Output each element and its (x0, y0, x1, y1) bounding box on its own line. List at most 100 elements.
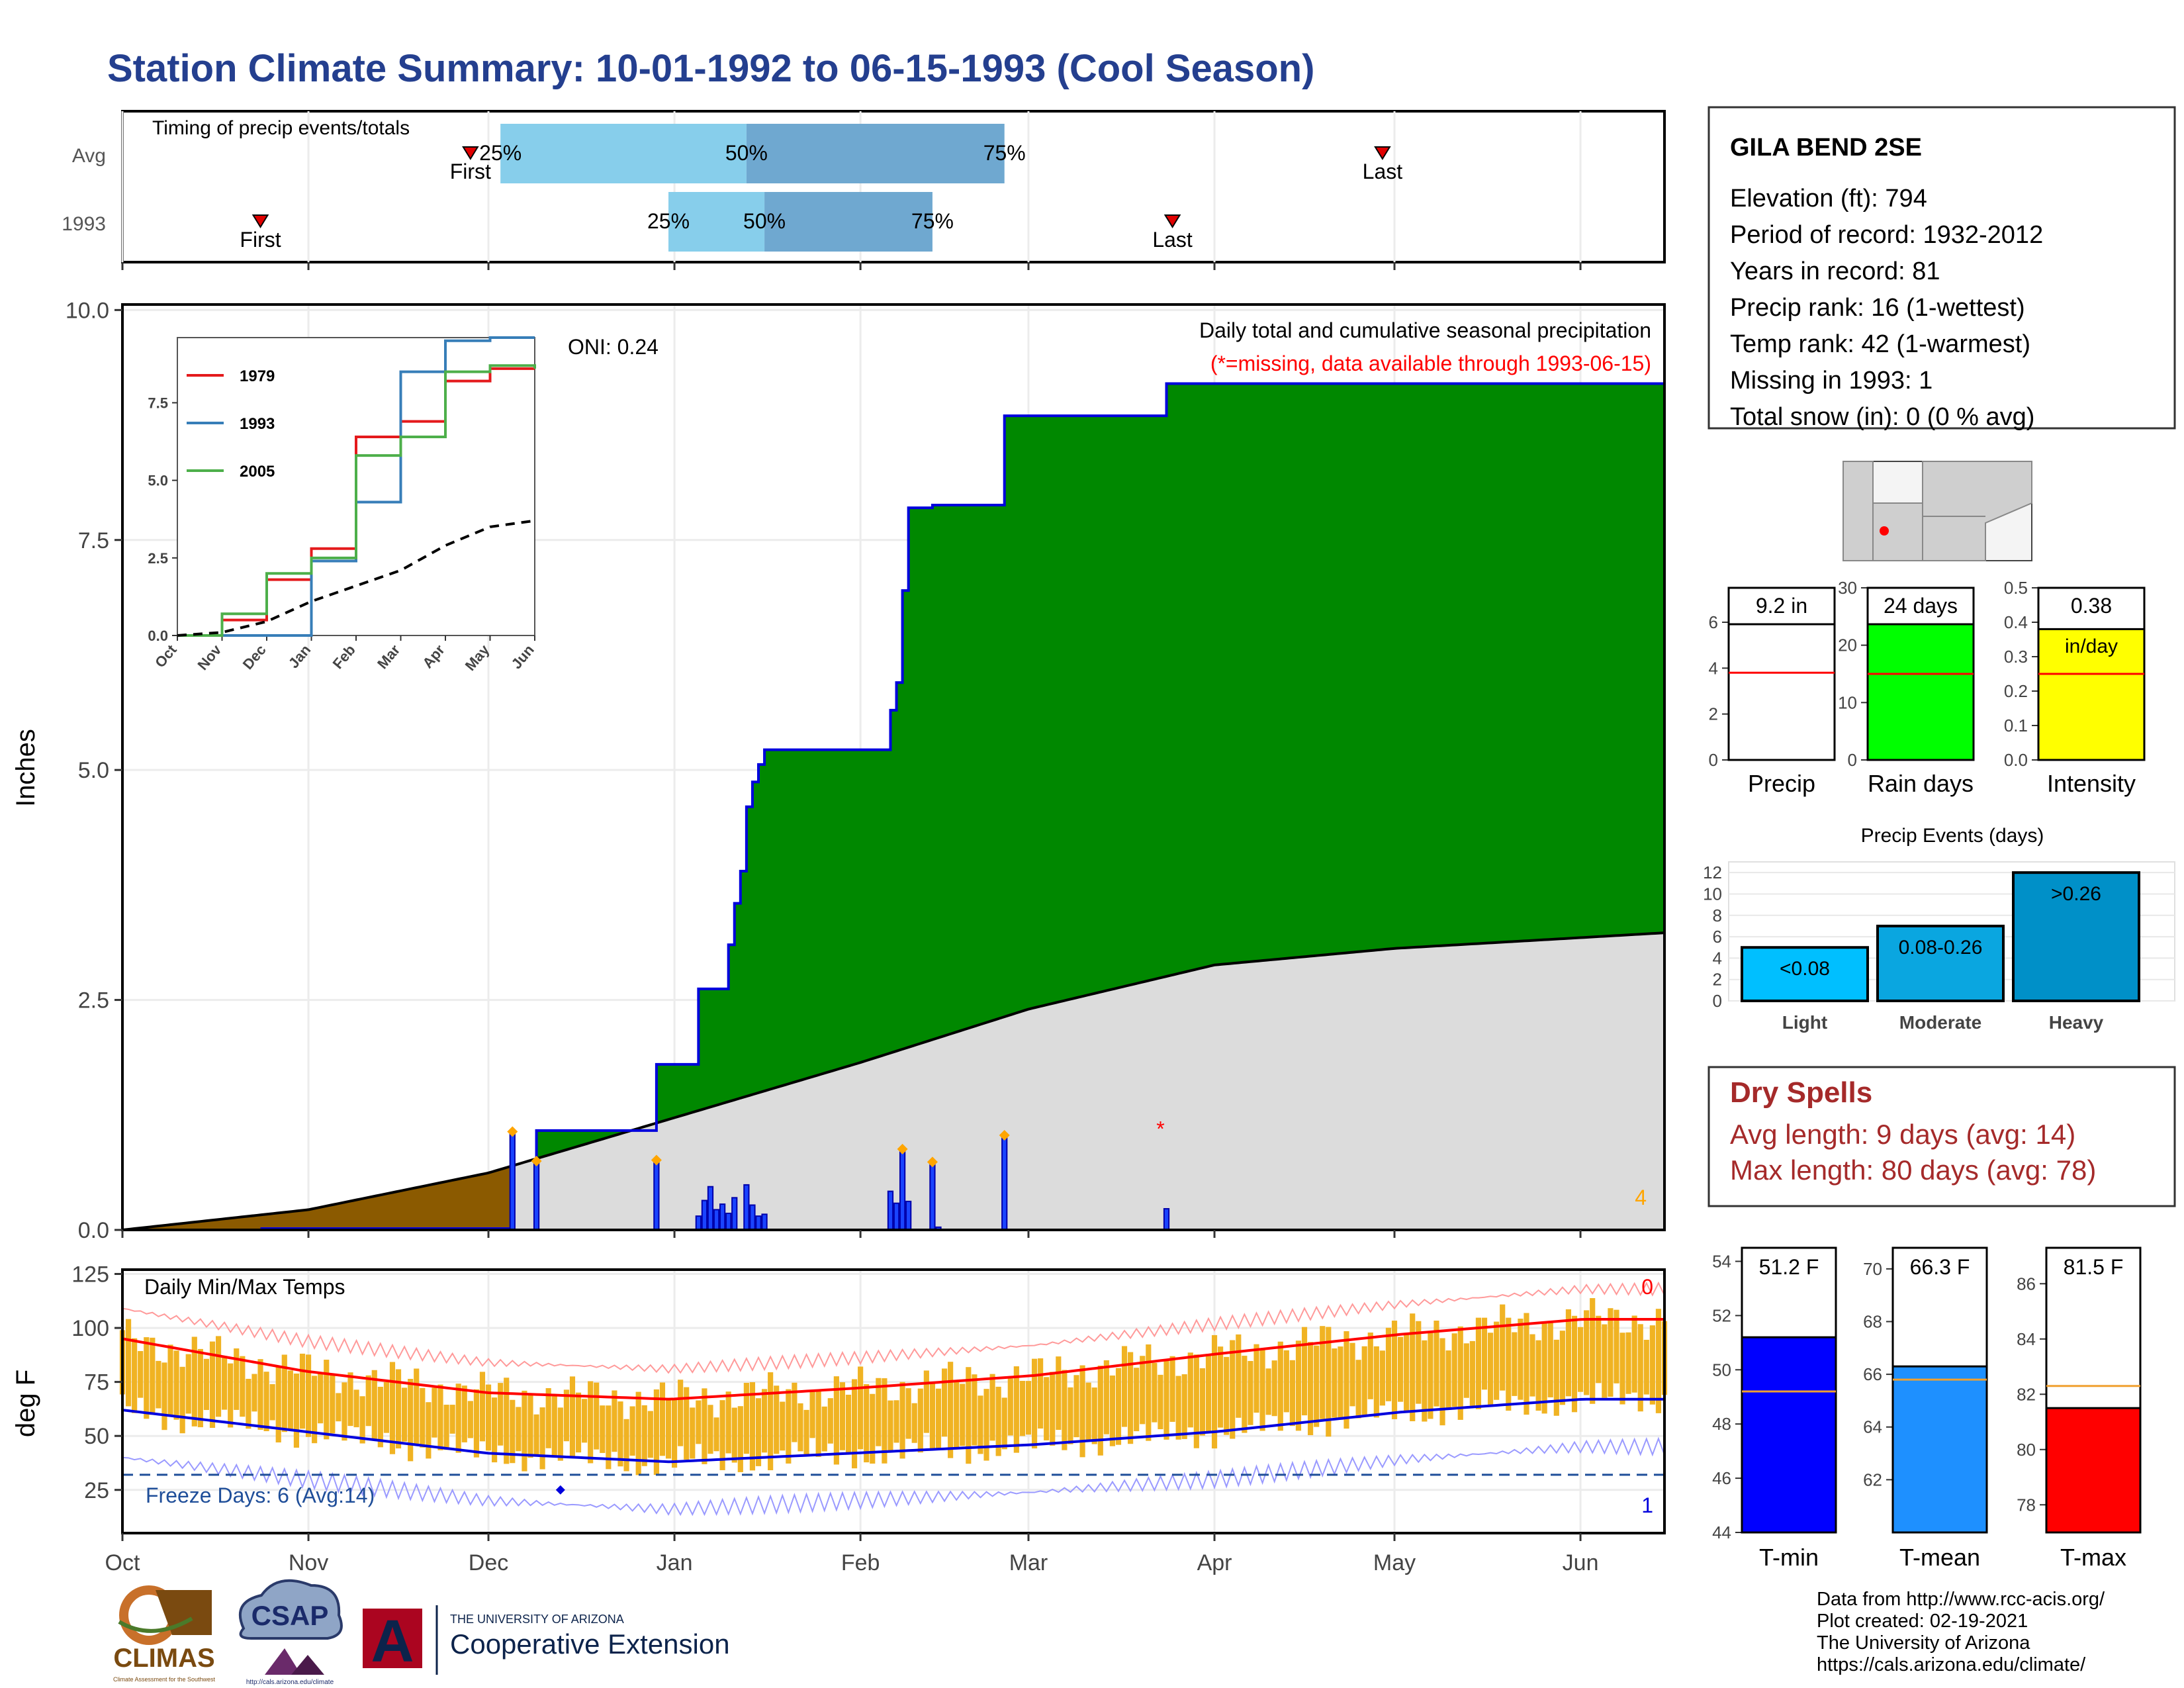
daily-temp-bar (1121, 1346, 1128, 1427)
x-tick-label: Nov (289, 1550, 328, 1575)
daily-temp-bar (527, 1394, 533, 1458)
daily-temp-bar (702, 1388, 707, 1464)
summary-y-tick-label: 0.1 (2004, 716, 2028, 735)
temp-y-tick-label: 75 (84, 1370, 109, 1395)
daily-temp-bar (234, 1348, 240, 1410)
daily-temp-bar (755, 1398, 762, 1466)
events-bar-label: >0.26 (2051, 883, 2101, 905)
inset-series-line-2005 (177, 364, 536, 637)
temp-summary-y-tick-label: 80 (2017, 1440, 2036, 1460)
daily-temp-bar (1355, 1360, 1361, 1419)
temp-summary-y-tick-label: 50 (1712, 1360, 1731, 1380)
daily-temp-bar (1367, 1333, 1373, 1399)
events-y-tick-label: 12 (1703, 863, 1722, 882)
summary-bar-fill (2037, 628, 2146, 761)
summary-y-tick-label: 0 (1848, 750, 1857, 770)
events-y-tick-label: 6 (1713, 927, 1722, 947)
daily-temp-bar (257, 1359, 263, 1430)
x-tick-label: Jan (657, 1550, 693, 1575)
daily-precip-bar (743, 1184, 750, 1231)
daily-temp-bar (575, 1392, 582, 1453)
daily-temp-bar (941, 1368, 948, 1437)
timing-last-label: Last (1363, 160, 1403, 183)
summary-y-tick-label: 6 (1709, 612, 1718, 632)
station-info-line: Period of record: 1932-2012 (1730, 221, 2043, 249)
daily-temp-bar (1631, 1315, 1637, 1393)
x-axis: Oct Nov Dec Jan Feb Mar Apr May Jun (105, 262, 1598, 1575)
daily-temp-bar (1079, 1365, 1085, 1458)
daily-temp-bar (1253, 1344, 1259, 1413)
daily-temp-bar (281, 1354, 287, 1432)
daily-temp-bar (336, 1393, 341, 1422)
daily-temp-bar (545, 1388, 551, 1448)
temp-summary-value: 51.2 F (1759, 1255, 1819, 1279)
csap-wordmark: CSAP (251, 1600, 329, 1631)
daily-temp-bar (786, 1389, 792, 1464)
locator-map (1843, 461, 2032, 561)
daily-temp-bar (1596, 1315, 1602, 1383)
timing-bar-q1 (500, 124, 747, 183)
daily-temp-bar (563, 1389, 569, 1442)
daily-temp-bar (1265, 1368, 1271, 1415)
daily-temp-bar (1013, 1366, 1019, 1453)
footer-line: https://cals.arizona.edu/climate/ (1817, 1654, 2086, 1675)
daily-temp-bar (1175, 1376, 1181, 1440)
summary-unit: in/day (2065, 635, 2118, 657)
daily-precip-bar (707, 1186, 714, 1231)
daily-temp-bar (954, 1381, 960, 1448)
daily-temp-bar (1463, 1343, 1469, 1398)
events-y-tick-label: 2 (1713, 970, 1722, 990)
daily-temp-bar (1169, 1356, 1175, 1422)
daily-temp-bar (1481, 1317, 1488, 1390)
temp-summary-y-tick-label: 62 (1863, 1470, 1882, 1489)
daily-temp-bar (1109, 1375, 1115, 1446)
daily-temp-bar (1211, 1335, 1218, 1449)
daily-temp-bar (167, 1344, 173, 1416)
daily-temp-bar (827, 1398, 833, 1444)
daily-temp-bar (1565, 1309, 1572, 1397)
daily-temp-bar (1271, 1360, 1277, 1417)
daily-temp-bar (1205, 1354, 1212, 1434)
temp-summary-y-tick-label: 46 (1712, 1468, 1731, 1488)
daily-precip-bar (929, 1164, 936, 1231)
summary-y-tick-label: 0.5 (2004, 578, 2028, 598)
daily-temp-bar (839, 1382, 846, 1450)
daily-temp-bar (269, 1383, 275, 1421)
daily-temp-bar (144, 1337, 150, 1419)
daily-temp-bar (882, 1378, 887, 1464)
temp-panel: 25 50 75 100 125 deg F Daily Min/Max Temps F… (11, 1262, 1668, 1534)
summary-value: 9.2 in (1756, 594, 1807, 618)
station-info-line: Temp rank: 42 (1-warmest) (1730, 330, 2030, 358)
events-y-tick-label: 4 (1713, 948, 1722, 968)
daily-temp-bar (318, 1374, 324, 1424)
daily-temp-bar (887, 1400, 893, 1452)
summary-y-tick-label: 30 (1838, 578, 1857, 598)
daily-temp-bar (377, 1386, 383, 1448)
daily-temp-bar (612, 1390, 617, 1452)
daily-temp-bar (797, 1403, 803, 1452)
daily-temp-bar (1193, 1354, 1199, 1448)
daily-temp-bar (1314, 1345, 1320, 1427)
daily-temp-bar (1056, 1356, 1062, 1430)
daily-temp-bar (966, 1367, 972, 1464)
timing-p25-label: 25% (479, 141, 522, 165)
daily-temp-bar (324, 1360, 330, 1440)
heavy-event-marker (927, 1156, 938, 1168)
daily-temp-bar (1332, 1348, 1338, 1418)
daily-temp-bar (150, 1337, 156, 1415)
daily-temp-bar (179, 1366, 185, 1434)
events-y-tick-label: 10 (1703, 884, 1722, 904)
timing-row-year: 1993 (62, 213, 106, 235)
daily-temp-bar (935, 1388, 942, 1449)
daily-precip-bar (701, 1199, 708, 1231)
summary-bars: 0 2 4 6 9.2 in Precip 0 10 20 30 24 days Rain days 0… (1709, 578, 2146, 797)
daily-temp-bar (1091, 1387, 1097, 1444)
daily-temp-bar (1577, 1327, 1584, 1392)
dry-spells-max: Max length: 80 days (avg: 78) (1730, 1154, 2096, 1186)
daily-temp-bar (1025, 1381, 1032, 1435)
daily-temp-bar (1073, 1375, 1079, 1438)
daily-temp-bar (1152, 1362, 1158, 1423)
daily-temp-bar (1218, 1346, 1224, 1428)
daily-precip-bar (1163, 1208, 1170, 1231)
